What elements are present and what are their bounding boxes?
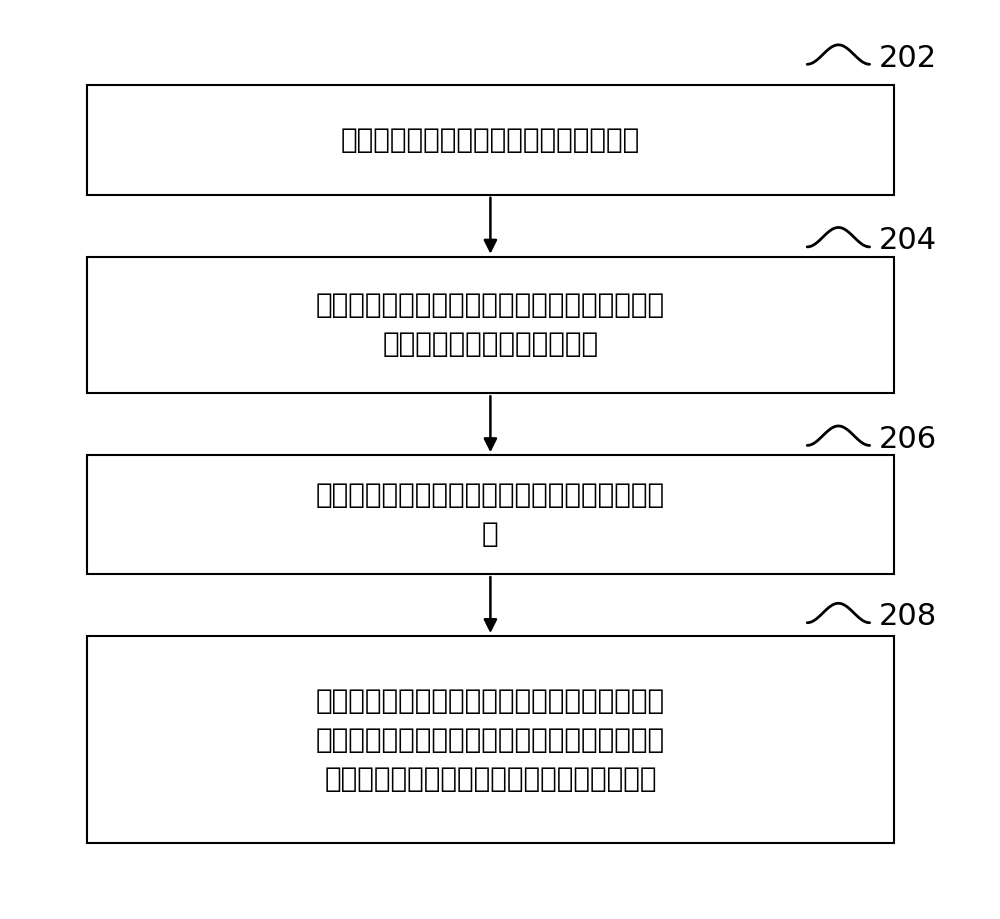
FancyBboxPatch shape	[87, 85, 894, 195]
Text: 根据电子设备的当前充电参数及剩余电量，确定
电子设备的第一充电完成时间: 根据电子设备的当前充电参数及剩余电量，确定 电子设备的第一充电完成时间	[316, 291, 665, 358]
Text: 当预估耗电量小于预设阈值时，则开启第一充电
模式，第一充电模式下的充电参数大于当前充电
参数，在第一充电模式下对电子设备进行充电: 当预估耗电量小于预设阈值时，则开启第一充电 模式，第一充电模式下的充电参数大于当…	[316, 686, 665, 792]
Text: 获取电子设备的当前充电参数及剩余电量: 获取电子设备的当前充电参数及剩余电量	[341, 126, 640, 153]
FancyBboxPatch shape	[87, 256, 894, 393]
FancyBboxPatch shape	[87, 455, 894, 574]
Text: 206: 206	[879, 425, 937, 454]
Text: 204: 204	[879, 226, 937, 255]
Text: 208: 208	[879, 602, 937, 631]
FancyBboxPatch shape	[87, 636, 894, 844]
Text: 202: 202	[879, 43, 937, 73]
Text: 获取电子设备在第一充电完成时间内的预估耗电
量: 获取电子设备在第一充电完成时间内的预估耗电 量	[316, 482, 665, 548]
